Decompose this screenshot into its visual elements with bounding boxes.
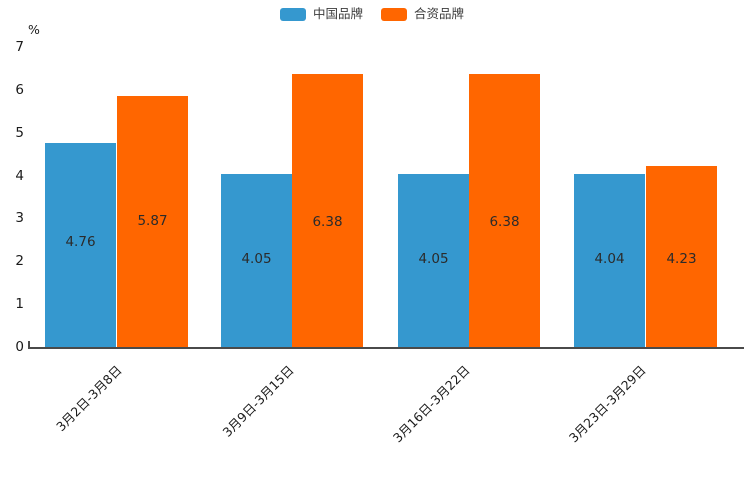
bar-joint-venture-week3[interactable] [469, 74, 540, 347]
bar-china-brand-week3[interactable] [398, 174, 469, 347]
bar-china-brand-week2[interactable] [221, 174, 292, 347]
bar-value-joint-venture-week2: 6.38 [312, 214, 343, 230]
y-tick-0: 0 [15, 339, 24, 355]
bar-joint-venture-week2[interactable] [292, 74, 363, 347]
bar-value-china-brand-week2: 4.05 [241, 251, 272, 267]
y-axis-unit-label: % [28, 22, 40, 37]
y-tick-5: 5 [15, 125, 24, 141]
legend-swatch-orange [381, 8, 407, 21]
bar-value-joint-venture-week4: 4.23 [666, 251, 697, 267]
legend-item-china-brand[interactable]: 中国品牌 [279, 6, 363, 22]
y-tick-3: 3 [15, 210, 24, 226]
y-tick-6: 6 [15, 82, 24, 98]
y-tick-1: 1 [15, 296, 24, 312]
legend-label-joint-venture-brand: 合资品牌 [414, 6, 465, 22]
y-axis-ticks: 7 6 5 4 3 2 1 0 [0, 0, 24, 496]
y-tick-2: 2 [15, 253, 24, 269]
x-tick-label-week4: 3月23日-3月29日 [565, 362, 649, 446]
legend-label-china-brand: 中国品牌 [312, 6, 363, 22]
bar-joint-venture-week4[interactable] [646, 166, 717, 347]
bar-china-brand-week1[interactable] [45, 143, 116, 347]
bar-china-brand-week4[interactable] [574, 174, 645, 347]
bar-value-joint-venture-week1: 5.87 [137, 213, 168, 229]
bar-value-china-brand-week1: 4.76 [65, 234, 96, 250]
legend-swatch-blue [279, 8, 306, 21]
y-tick-7: 7 [15, 39, 24, 55]
bar-value-china-brand-week4: 4.04 [594, 251, 625, 267]
bar-value-china-brand-week3: 4.05 [418, 251, 449, 267]
x-axis-line [28, 347, 744, 349]
x-tick-label-week3: 3月16日-3月22日 [389, 362, 473, 446]
legend-item-joint-venture-brand[interactable]: 合资品牌 [381, 8, 464, 21]
chart-legend: 中国品牌 合资品牌 [0, 8, 744, 21]
bar-joint-venture-week1[interactable] [117, 96, 188, 347]
y-tick-4: 4 [15, 168, 24, 184]
y-axis-line [28, 341, 30, 348]
bar-value-joint-venture-week3: 6.38 [489, 214, 520, 230]
x-tick-label-week2: 3月9日-3月15日 [219, 362, 297, 440]
